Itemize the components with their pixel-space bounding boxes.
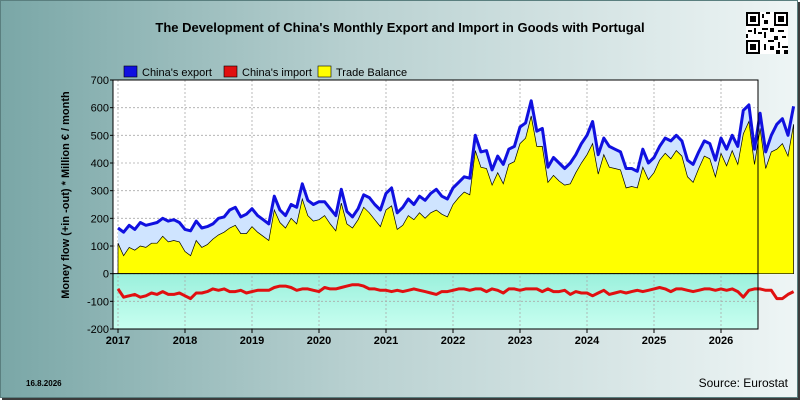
date-label: 16.8.2026 bbox=[26, 379, 62, 388]
source-label: Source: Eurostat bbox=[698, 376, 788, 390]
plot-border bbox=[112, 79, 759, 330]
y-tick-label: 200 bbox=[91, 213, 109, 225]
y-tick-label: 400 bbox=[91, 158, 109, 170]
x-tick-label: 2024 bbox=[575, 335, 600, 347]
x-tick-label: 2026 bbox=[709, 335, 733, 347]
y-tick-label: 700 bbox=[91, 75, 109, 87]
qr-code-icon bbox=[746, 12, 788, 54]
legend-label: Trade Balance bbox=[336, 67, 407, 79]
series-trade-balance-area bbox=[117, 115, 794, 275]
legend-swatch bbox=[317, 65, 332, 78]
series-export-line bbox=[117, 99, 796, 234]
y-tick-label: 0 bbox=[103, 269, 109, 281]
x-tick-label: 2018 bbox=[173, 335, 197, 347]
y-tick-label: -100 bbox=[87, 296, 109, 308]
x-tick-label: 2023 bbox=[508, 335, 532, 347]
y-tick-label: -200 bbox=[87, 324, 109, 336]
series-import-line bbox=[116, 283, 795, 301]
y-tick-label: 300 bbox=[91, 186, 109, 198]
legend-swatch bbox=[223, 65, 238, 78]
x-tick-label: 2019 bbox=[240, 335, 264, 347]
x-tick-label: 2022 bbox=[441, 335, 465, 347]
legend-swatch bbox=[123, 65, 138, 78]
x-tick-label: 2020 bbox=[307, 335, 331, 347]
x-tick-label: 2021 bbox=[374, 335, 398, 347]
legend-label: China's export bbox=[142, 67, 212, 79]
y-tick-label: 600 bbox=[91, 103, 109, 115]
x-tick-label: 2025 bbox=[642, 335, 666, 347]
y-tick-label: 500 bbox=[91, 130, 109, 142]
legend-label: China's import bbox=[242, 67, 312, 79]
x-tick-label: 2017 bbox=[106, 335, 130, 347]
chart-title: The Development of China's Monthly Expor… bbox=[155, 20, 645, 35]
y-tick-label: 100 bbox=[91, 241, 109, 253]
